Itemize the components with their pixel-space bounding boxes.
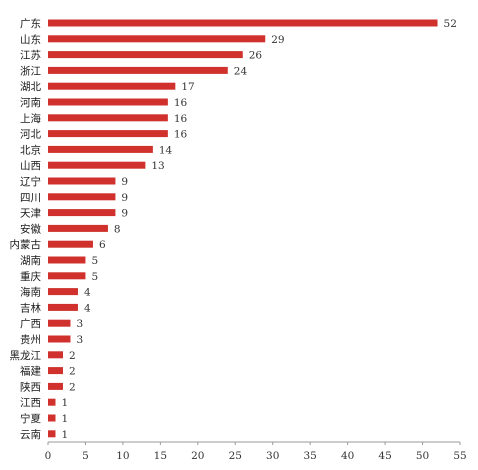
category-label: 吉林 [20, 301, 41, 314]
bar-22 [48, 367, 63, 375]
bar-8 [48, 145, 153, 153]
category-label: 山西 [20, 160, 41, 172]
value-label: 14 [159, 144, 173, 156]
value-label: 4 [84, 287, 91, 299]
value-label: 24 [234, 65, 248, 77]
value-label: 1 [61, 429, 68, 441]
value-label: 52 [444, 18, 457, 30]
bar-25 [48, 414, 56, 422]
value-label: 3 [76, 318, 83, 330]
value-label: 9 [121, 176, 128, 188]
x-tick-label: 25 [229, 450, 242, 462]
x-tick-label: 0 [45, 450, 52, 462]
x-tick-label: 45 [378, 450, 391, 462]
category-label: 海南 [20, 286, 41, 299]
category-label: 上海 [20, 112, 41, 125]
bar-18 [48, 303, 78, 311]
bar-13 [48, 224, 108, 232]
bar-26 [48, 430, 56, 438]
bar-5 [48, 98, 168, 106]
value-label: 1 [61, 397, 68, 409]
value-label: 16 [174, 97, 188, 109]
value-label: 8 [114, 223, 121, 235]
category-label: 贵州 [20, 333, 41, 346]
category-label: 广东 [20, 17, 41, 30]
category-label: 山东 [20, 33, 41, 46]
value-label: 5 [91, 255, 98, 267]
category-label: 安徽 [20, 222, 41, 235]
value-label: 1 [61, 413, 68, 425]
value-label: 2 [69, 350, 76, 362]
bar-17 [48, 288, 78, 296]
bar-7 [48, 130, 168, 138]
category-label: 天津 [20, 208, 41, 220]
bar-16 [48, 272, 86, 280]
category-label: 湖北 [20, 81, 41, 93]
bar-9 [48, 161, 146, 169]
category-label: 辽宁 [20, 175, 41, 188]
bar-15 [48, 256, 86, 264]
category-label: 江苏 [20, 49, 41, 62]
value-label: 9 [121, 208, 128, 220]
bar-10 [48, 177, 116, 185]
value-label: 16 [174, 129, 188, 141]
value-label: 5 [91, 271, 98, 283]
category-label: 内蒙古 [10, 238, 42, 251]
x-tick-label: 5 [82, 450, 89, 462]
bar-4 [48, 82, 176, 90]
bar-6 [48, 114, 168, 122]
value-label: 2 [69, 381, 76, 393]
category-label: 宁夏 [20, 412, 41, 425]
category-label: 河北 [20, 129, 41, 141]
category-label: 陕西 [20, 380, 41, 393]
category-label: 广西 [20, 318, 41, 330]
x-tick-label: 50 [416, 450, 429, 462]
category-label: 四川 [20, 192, 41, 204]
bar-14 [48, 240, 93, 248]
value-label: 2 [69, 366, 76, 378]
x-tick-label: 35 [303, 450, 316, 462]
bar-21 [48, 351, 63, 359]
bar-19 [48, 319, 71, 327]
bar-0 [48, 19, 438, 27]
value-label: 16 [174, 113, 188, 125]
category-label: 福建 [20, 365, 41, 378]
x-tick-label: 55 [453, 450, 466, 462]
bar-24 [48, 398, 56, 406]
value-label: 6 [99, 239, 106, 251]
category-label: 云南 [20, 428, 41, 441]
x-ticks-group: 0 5 10 15 20 25 30 35 40 45 50 55 [45, 442, 467, 462]
x-tick-label: 15 [154, 450, 167, 462]
bar-2 [48, 51, 243, 59]
bar-3 [48, 66, 228, 74]
category-label: 黑龙江 [10, 349, 42, 362]
category-label: 北京 [20, 143, 41, 156]
category-label: 重庆 [20, 270, 41, 283]
value-label: 29 [271, 34, 284, 46]
value-label: 3 [76, 334, 83, 346]
bar-20 [48, 335, 71, 343]
value-label: 13 [151, 160, 164, 172]
category-label: 湖南 [20, 254, 41, 267]
category-label: 浙江 [20, 65, 41, 77]
x-tick-label: 40 [341, 450, 354, 462]
bar-1 [48, 35, 266, 43]
bar-12 [48, 209, 116, 217]
value-label: 9 [121, 192, 128, 204]
category-label: 河南 [20, 96, 41, 109]
category-label: 江西 [20, 397, 41, 409]
x-tick-label: 20 [191, 450, 204, 462]
x-tick-label: 30 [266, 450, 279, 462]
value-label: 17 [181, 81, 194, 93]
bar-23 [48, 382, 63, 390]
value-label: 4 [84, 302, 91, 314]
bars-group [48, 19, 438, 438]
bar-11 [48, 193, 116, 201]
category-labels-group: 广东山东江苏浙江湖北河南上海河北北京山西辽宁四川天津安徽内蒙古湖南重庆海南吉林广… [10, 17, 42, 441]
x-tick-label: 10 [116, 450, 129, 462]
value-label: 26 [249, 50, 263, 62]
